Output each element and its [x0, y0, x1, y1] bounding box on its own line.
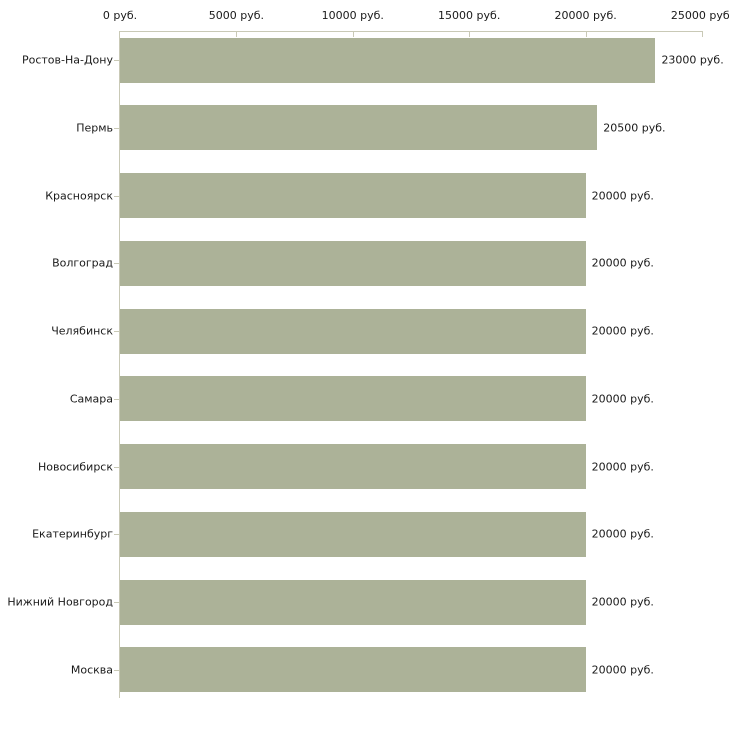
category-label: Челябинск [51, 324, 113, 338]
x-tick-label: 25000 руб. [670, 9, 730, 22]
value-label: 23000 руб. [661, 53, 724, 67]
category-label: Нижний Новгород [7, 595, 113, 609]
category-tick-mark [114, 466, 119, 468]
bar [120, 647, 586, 693]
category-tick-mark [114, 127, 119, 129]
category-label: Красноярск [45, 189, 113, 202]
value-label: 20000 руб. [591, 527, 654, 541]
category-tick-mark [114, 331, 119, 332]
category-label: Самара [69, 392, 113, 406]
value-label: 20000 руб. [591, 460, 654, 473]
x-tick-label: 10000 руб. [321, 9, 384, 22]
category-tick-mark [114, 534, 119, 536]
x-tick-label: 0 руб. [102, 9, 138, 22]
category-tick-mark [114, 60, 119, 61]
category-tick-mark [114, 195, 119, 197]
category-label: Екатеринбург [32, 527, 113, 541]
x-tick-mark [352, 32, 354, 37]
x-tick-label: 15000 руб. [438, 9, 501, 22]
value-label: 20000 руб. [591, 324, 654, 338]
category-tick-mark [114, 398, 119, 400]
x-tick-mark [585, 32, 587, 37]
bar [120, 105, 598, 151]
value-label: 20500 руб. [603, 121, 666, 135]
category-tick-mark [114, 669, 119, 671]
bar [120, 579, 586, 625]
x-tick-mark [702, 32, 703, 37]
bar [120, 173, 586, 218]
category-label: Ростов-На-Дону [21, 53, 113, 67]
category-tick-mark [114, 263, 119, 265]
category-label: Пермь [76, 121, 113, 135]
category-tick-mark [114, 602, 119, 603]
bar [120, 240, 586, 286]
x-tick-mark [469, 32, 471, 37]
category-label: Москва [70, 663, 113, 677]
bar [120, 511, 586, 557]
y-axis-line [119, 31, 120, 698]
value-label: 20000 руб. [591, 256, 654, 270]
value-label: 20000 руб. [591, 392, 654, 406]
x-tick-label: 5000 руб. [208, 9, 265, 22]
value-label: 20000 руб. [591, 595, 654, 609]
bar [120, 444, 586, 489]
category-label: Новосибирск [37, 460, 113, 473]
bar [120, 37, 656, 83]
bar [120, 376, 586, 422]
category-label: Волгоград [52, 256, 113, 270]
value-label: 20000 руб. [591, 189, 654, 202]
x-tick-label: 20000 руб. [554, 9, 617, 22]
x-tick-mark [236, 32, 238, 37]
x-axis-line [119, 31, 703, 32]
value-label: 20000 руб. [591, 663, 654, 677]
bar [120, 308, 586, 354]
